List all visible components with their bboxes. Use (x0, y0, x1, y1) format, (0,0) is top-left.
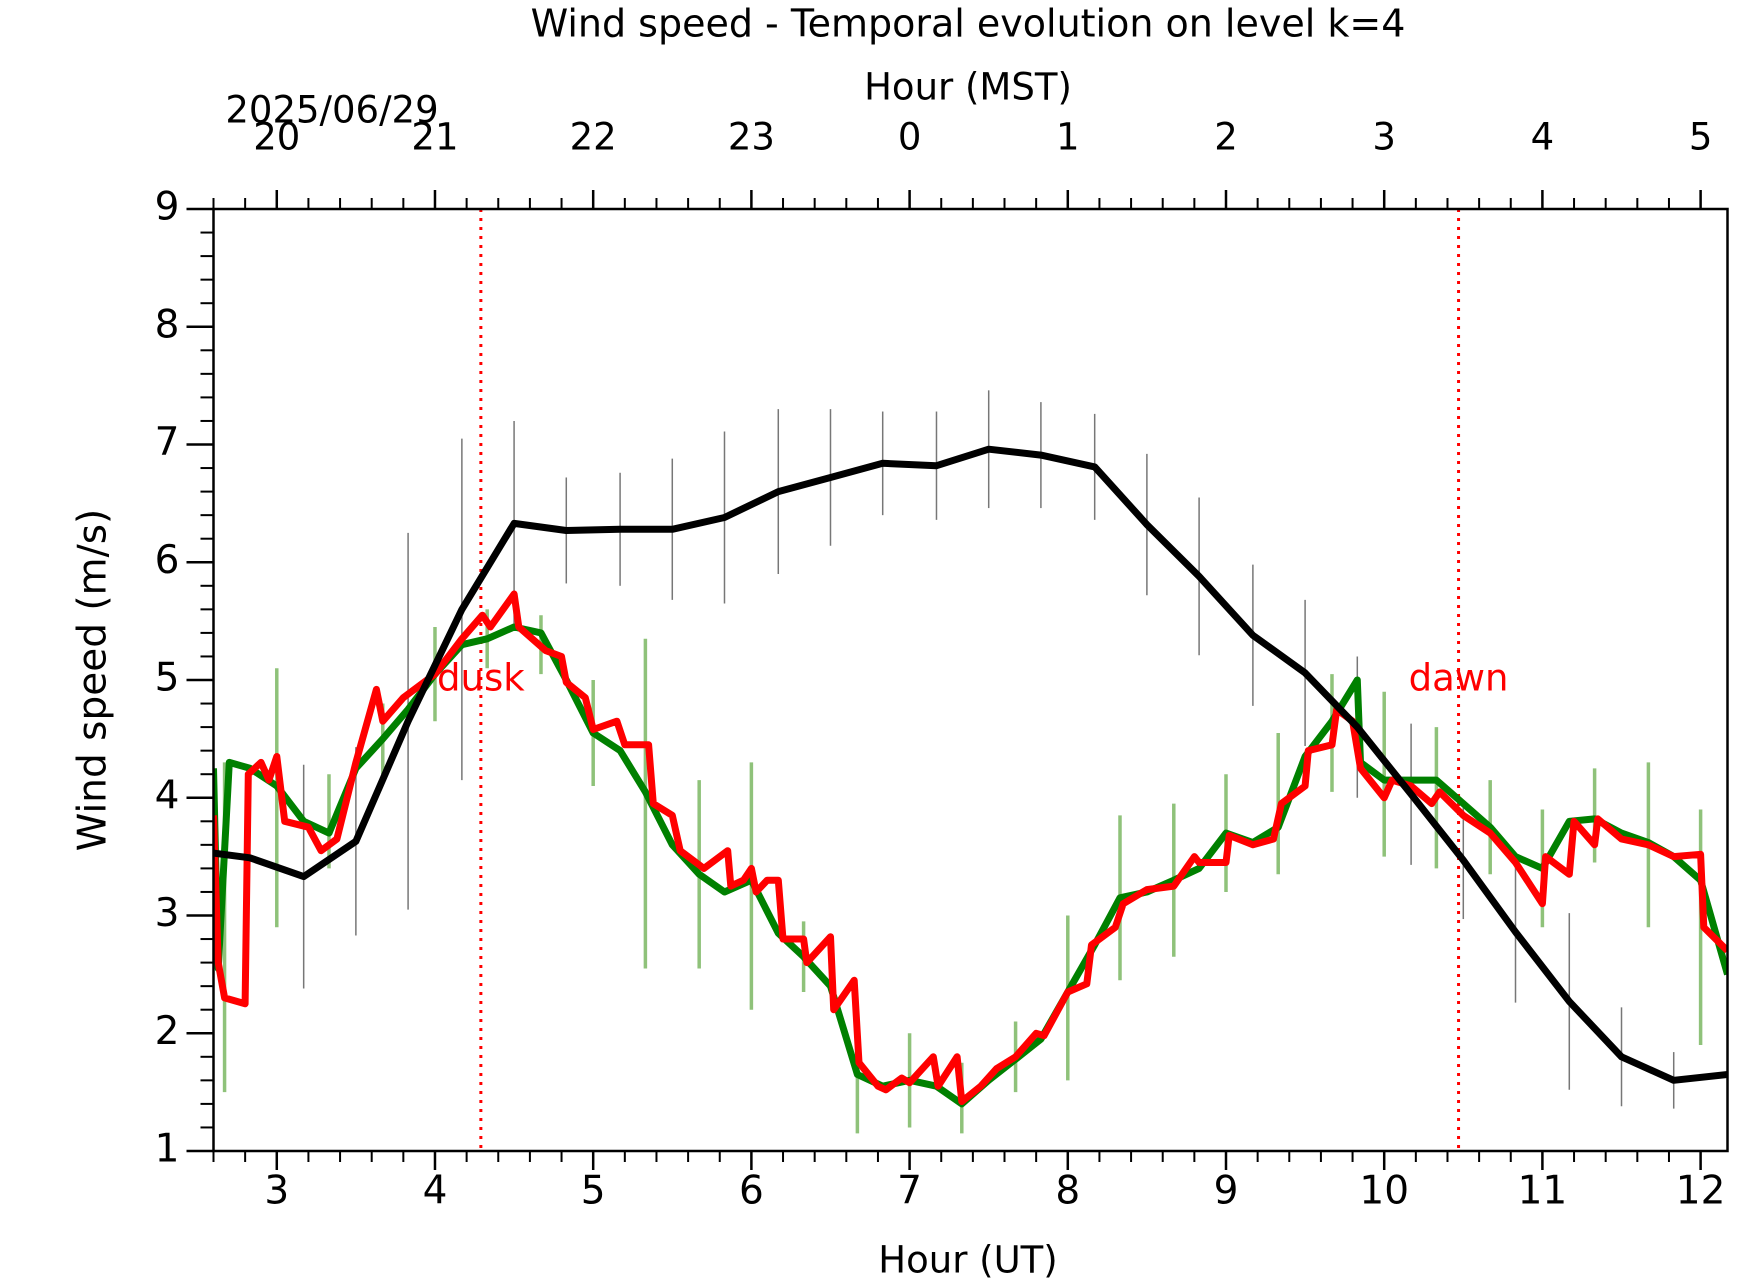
x2-tick-label: 21 (411, 116, 458, 159)
x-tick-label: 10 (1359, 1169, 1409, 1214)
y-tick-label: 2 (155, 1009, 180, 1054)
x-tick-label: 7 (897, 1169, 922, 1214)
y-tick-label: 3 (155, 891, 180, 936)
x-axis-label: Hour (UT) (878, 1239, 1057, 1282)
y-tick-label: 7 (155, 420, 180, 465)
chart-title: Wind speed - Temporal evolution on level… (531, 2, 1406, 46)
y-tick-label: 5 (155, 656, 180, 701)
x-tick-label: 12 (1676, 1169, 1726, 1214)
y-tick-label: 8 (155, 302, 180, 347)
x2-tick-label: 3 (1372, 116, 1396, 159)
x-tick-label: 3 (264, 1169, 289, 1214)
x2-tick-label: 20 (253, 116, 300, 159)
x2-tick-label: 23 (728, 116, 775, 159)
series-line (213, 445, 1728, 1084)
x2-tick-label: 4 (1531, 116, 1555, 159)
x2-tick-label: 5 (1689, 116, 1713, 159)
plot-frame (212, 207, 1729, 1153)
y-tick-label: 9 (155, 185, 180, 230)
x2-tick-label: 1 (1056, 116, 1080, 159)
series-line (213, 590, 1728, 1105)
x-tick-label: 4 (423, 1169, 448, 1214)
y-tick-label: 1 (155, 1127, 180, 1172)
x-tick-label: 11 (1518, 1169, 1568, 1214)
event-label: dawn (1409, 657, 1509, 700)
event-label: dusk (437, 657, 525, 700)
x2-tick-label: 0 (898, 116, 922, 159)
x-tick-label: 6 (739, 1169, 764, 1214)
x2-tick-label: 22 (570, 116, 617, 159)
x-tick-label: 8 (1055, 1169, 1080, 1214)
x-tick-label: 9 (1214, 1169, 1239, 1214)
y-tick-label: 6 (155, 538, 180, 583)
plot-area (213, 209, 1728, 1151)
x2-axis-label: Hour (MST) (864, 66, 1072, 109)
y-axis-label: Wind speed (m/s) (71, 509, 116, 852)
y-tick-label: 4 (155, 773, 180, 818)
date-label: 2025/06/29 (225, 89, 438, 132)
x-tick-label: 5 (581, 1169, 606, 1214)
x2-tick-label: 2 (1214, 116, 1238, 159)
